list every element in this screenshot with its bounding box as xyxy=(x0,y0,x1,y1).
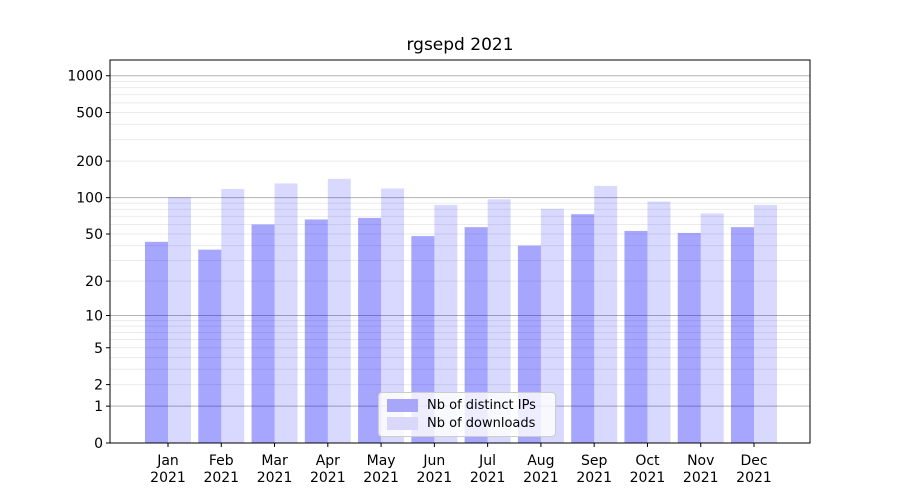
bar-distinct-ips-mar xyxy=(251,224,275,443)
legend-label-distinct-ips: Nb of distinct IPs xyxy=(427,398,536,413)
y-tick-label: 1000 xyxy=(67,69,103,85)
bar-downloads-may xyxy=(381,188,405,443)
plot-frame xyxy=(109,59,811,444)
bar-downloads-nov xyxy=(700,213,724,443)
y-tick-label: 5 xyxy=(94,341,103,357)
bar-distinct-ips-jan xyxy=(145,241,168,443)
bar-distinct-ips-jun xyxy=(411,236,435,443)
y-tick-label: 0 xyxy=(94,436,103,452)
chart-title: rgsepd 2021 xyxy=(406,35,514,55)
x-tick-label: Mar 2021 xyxy=(257,453,293,486)
y-tick-label: 200 xyxy=(76,154,103,170)
y-tick-label: 20 xyxy=(85,274,103,290)
bar-downloads-aug xyxy=(540,208,564,443)
x-tick-label: Sep 2021 xyxy=(576,453,612,486)
y-tick-label: 100 xyxy=(76,191,103,207)
bar-distinct-ips-sep xyxy=(571,214,595,443)
y-tick-label: 500 xyxy=(76,106,103,122)
bar-distinct-ips-apr xyxy=(304,219,328,443)
bar-downloads-mar xyxy=(274,183,298,444)
y-tick-label: 2 xyxy=(94,378,103,394)
bar-downloads-feb xyxy=(221,188,245,443)
x-tick-label: Jul 2021 xyxy=(470,453,506,486)
bar-downloads-jun xyxy=(434,204,458,443)
x-tick-label: Jun 2021 xyxy=(417,453,453,486)
bar-downloads-oct xyxy=(647,201,671,443)
x-tick-label: Apr 2021 xyxy=(310,453,346,486)
x-tick-label: May 2021 xyxy=(363,453,399,486)
legend-item-distinct-ips: Nb of distinct IPs xyxy=(387,398,547,413)
y-tick-label: 10 xyxy=(85,309,103,325)
bar-distinct-ips-nov xyxy=(677,232,701,443)
y-tick-label: 50 xyxy=(85,227,103,243)
bar-downloads-jul xyxy=(487,199,511,443)
x-tick-label: Dec 2021 xyxy=(736,453,772,486)
bar-downloads-dec xyxy=(754,204,777,443)
bar-downloads-jan xyxy=(168,197,191,443)
bar-downloads-apr xyxy=(327,178,351,443)
x-tick-label: Nov 2021 xyxy=(683,453,719,486)
bar-downloads-sep xyxy=(594,185,618,444)
bar-distinct-ips-oct xyxy=(624,230,648,443)
bar-distinct-ips-feb xyxy=(198,249,222,443)
x-tick-label: Oct 2021 xyxy=(630,453,666,486)
x-tick-label: Aug 2021 xyxy=(523,453,559,486)
bar-distinct-ips-jul xyxy=(464,227,488,443)
legend-item-downloads: Nb of downloads xyxy=(387,416,547,431)
x-tick-label: Jan 2021 xyxy=(150,453,186,486)
legend-swatch-downloads xyxy=(387,417,418,430)
bar-distinct-ips-dec xyxy=(731,227,754,443)
legend-swatch-distinct-ips xyxy=(387,399,418,412)
legend-label-downloads: Nb of downloads xyxy=(427,416,536,431)
bar-distinct-ips-may xyxy=(358,217,382,443)
legend: Nb of distinct IPs Nb of downloads xyxy=(378,392,556,437)
y-tick-label: 1 xyxy=(94,399,103,415)
x-tick-label: Feb 2021 xyxy=(203,453,239,486)
